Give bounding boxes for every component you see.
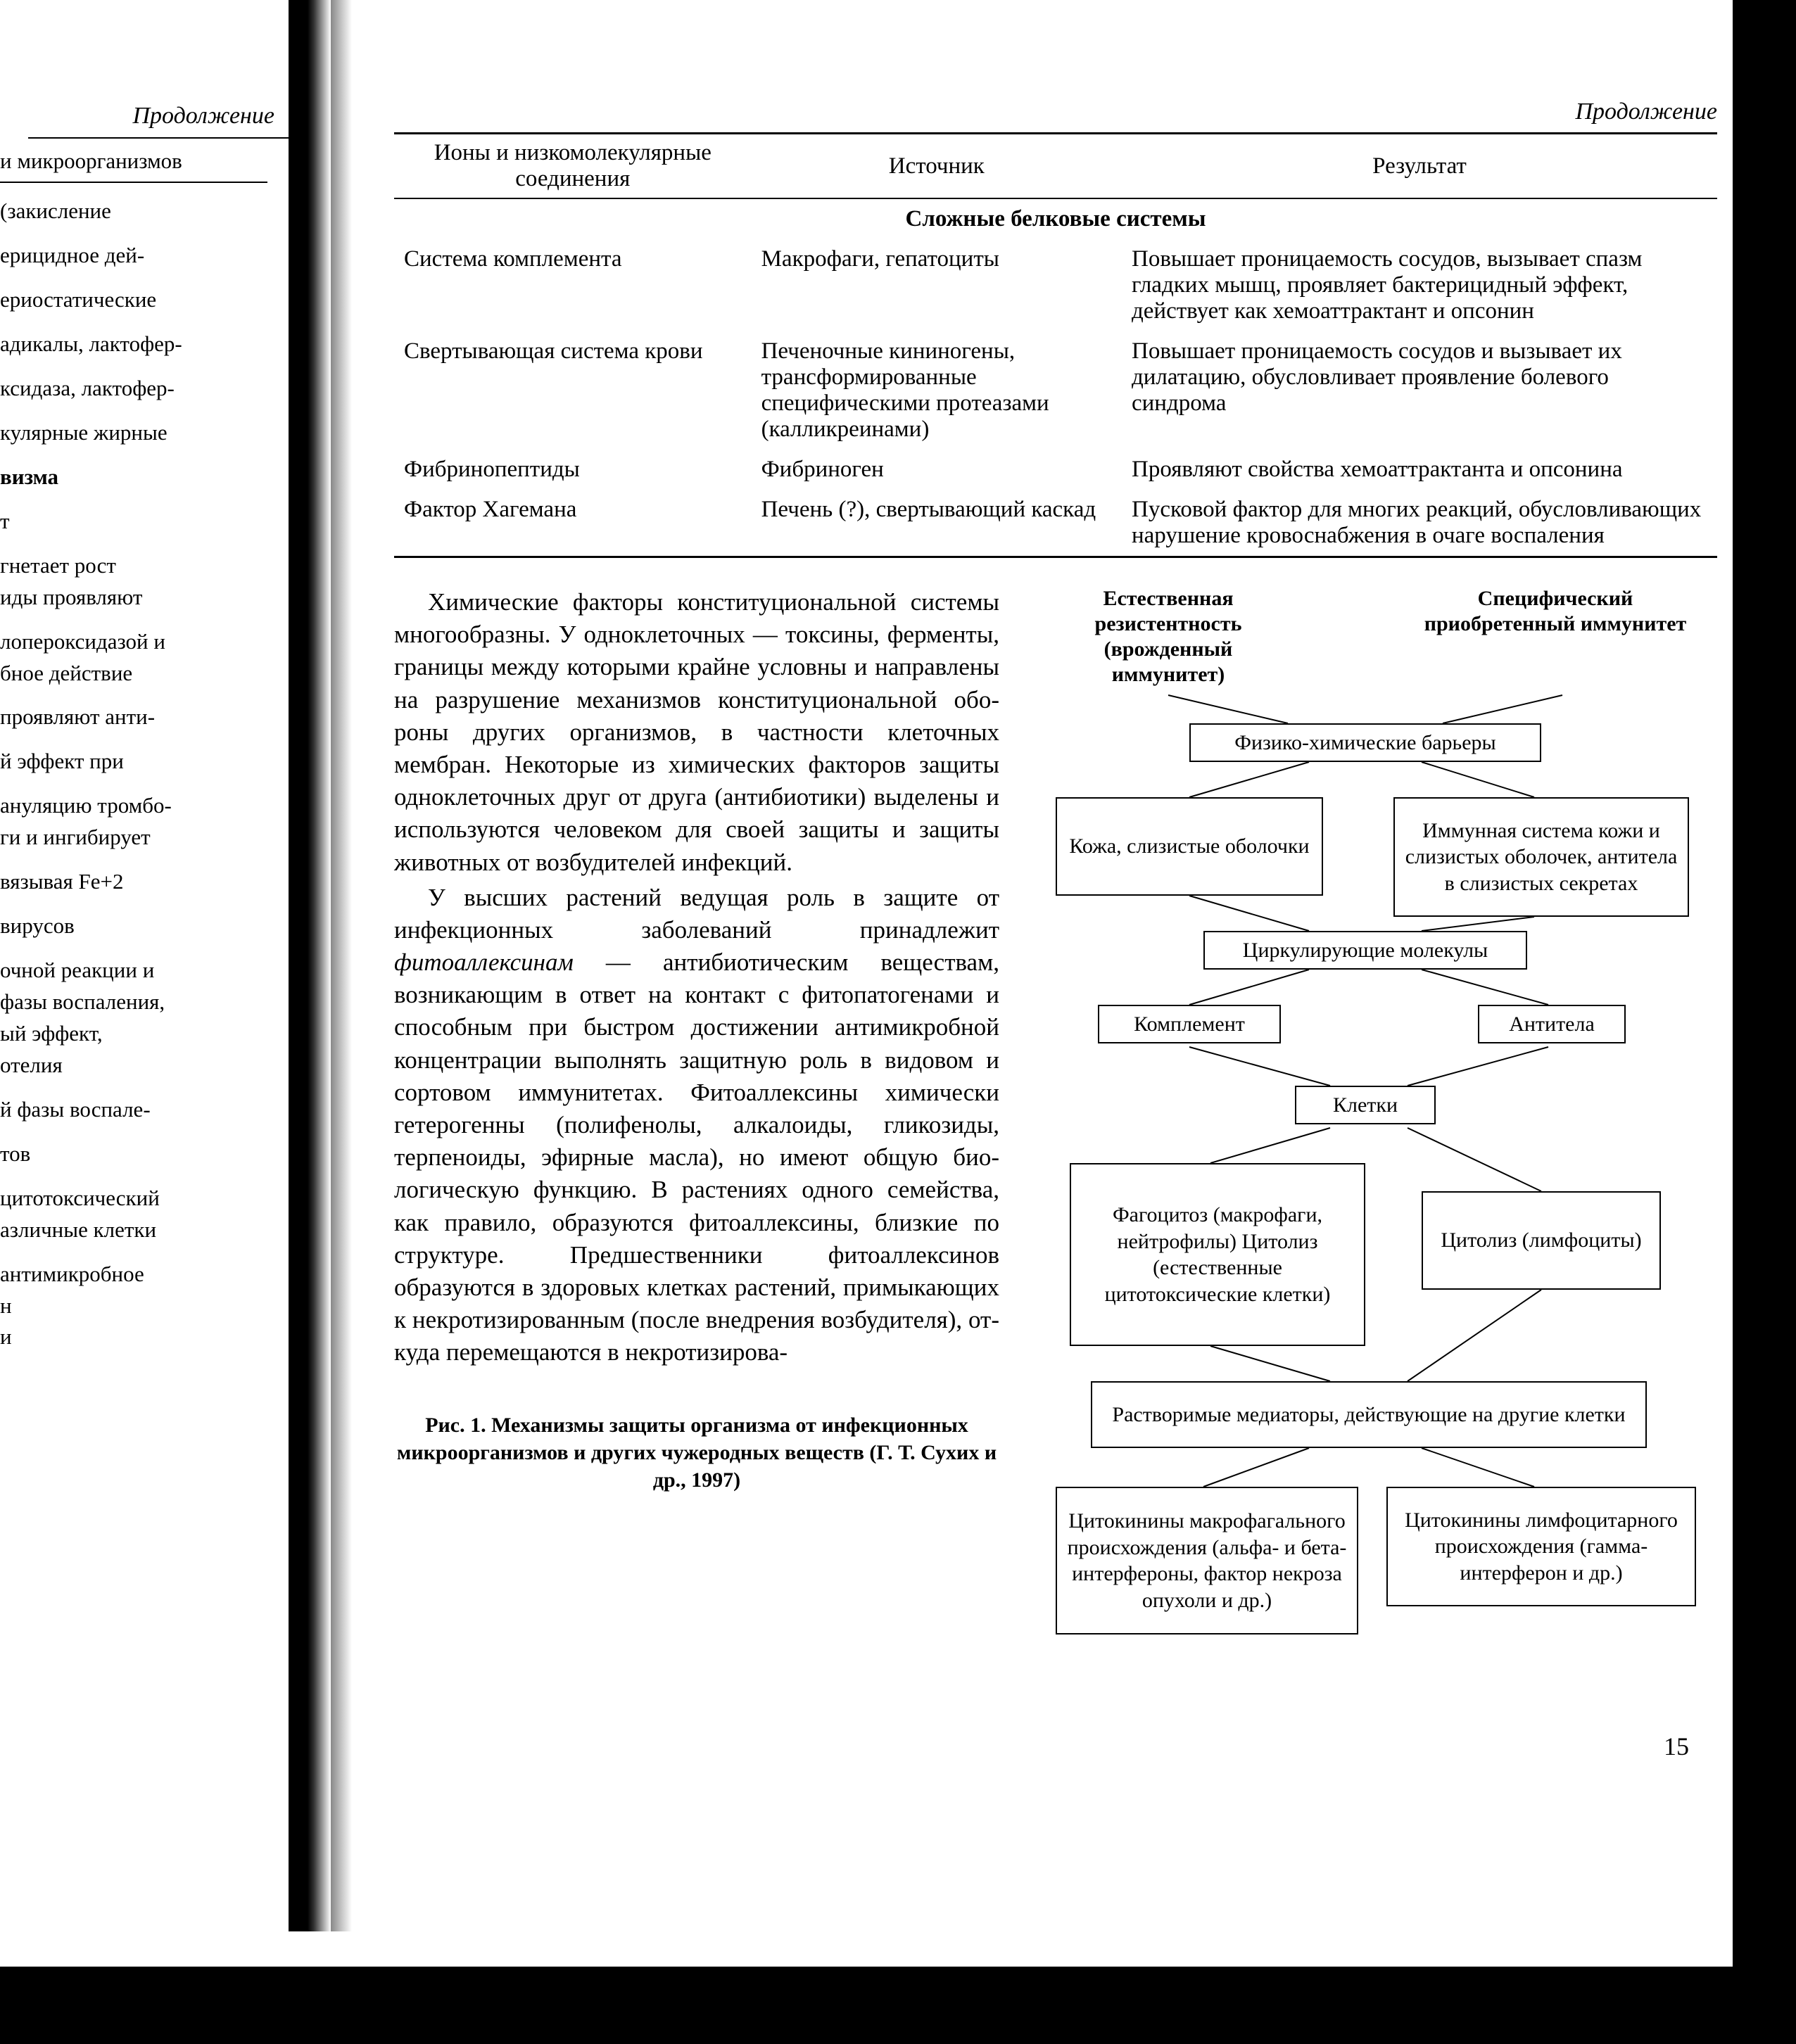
left-fragment: (закисление	[0, 196, 296, 227]
diag-row2-left: Кожа, слизистые оболочки	[1056, 797, 1323, 896]
left-fragment: т	[0, 506, 296, 538]
right-continuation: Продолжение	[394, 99, 1717, 125]
left-fragment: антимикробноени	[0, 1259, 296, 1354]
right-page: Продолжение Ионы и низкомолекулярные сое…	[394, 99, 1717, 1768]
table-cell: Фактор Хагемана	[394, 490, 752, 557]
table-cell: Фибринопептиды	[394, 450, 752, 490]
table-cell: Повышает проницаемость сосудов, вызывает…	[1122, 239, 1717, 331]
scan-edge-bottom	[0, 1967, 1796, 2044]
diag-row5: Клетки	[1295, 1086, 1436, 1124]
diag-row7: Растворимые медиаторы, действующие на др…	[1091, 1381, 1647, 1448]
table-row: ФибринопептидыФибриногенПроявляют свойст…	[394, 450, 1717, 490]
left-fragment: кулярные жирные	[0, 417, 296, 449]
th-source: Источник	[752, 134, 1122, 199]
table-cell: Макрофаги, гепатоциты	[752, 239, 1122, 331]
diag-hdr-left: Естественная резистентность (врожденный …	[1056, 586, 1281, 687]
left-fragment: лопероксидазой ибное действие	[0, 626, 296, 690]
diag-row8-left: Цитокинины макро­фагального происхож­ден…	[1056, 1487, 1358, 1634]
table-row: Система комплементаМакрофаги, гепатоциты…	[394, 239, 1717, 331]
diag-hdr-right: Специфический приобретенный иммунитет	[1422, 586, 1689, 637]
body-p2: У высших растений ведущая роль в защите …	[394, 882, 999, 1369]
left-fragment: цитотоксическийазличные клетки	[0, 1183, 296, 1246]
diag-row4-right: Антитела	[1478, 1005, 1626, 1043]
table-cell: Система комплемента	[394, 239, 752, 331]
left-fragment: ерицидное дей-	[0, 240, 296, 272]
table-cell: Свертывающая система крови	[394, 331, 752, 450]
diag-row8-right: Цитокинины лимфоци­тарного происхождения…	[1386, 1487, 1696, 1606]
table-cell: Печеночные кининоге­ны, трансформирован­…	[752, 331, 1122, 450]
compounds-table: Ионы и низкомолекулярные соединения Исто…	[394, 132, 1717, 558]
th-result: Результат	[1122, 134, 1717, 199]
table-section-title: Сложные белковые системы	[394, 198, 1717, 239]
left-fragment: адикалы, лактофер-	[0, 329, 296, 360]
left-fragment: ериостатические	[0, 284, 296, 316]
left-fragment: й эффект при	[0, 746, 296, 777]
defense-diagram: Естественная резистентность (врожденный …	[1027, 586, 1703, 1768]
body-p1: Химические факторы конституцио­нальной с…	[394, 586, 999, 879]
left-page-fragment: Продолжение и микроорганизмов (закислени…	[0, 99, 296, 1366]
left-header-frag: и микроорганизмов	[0, 146, 267, 183]
table-cell: Пусковой фактор для многих реакций, обус…	[1122, 490, 1717, 557]
left-fragment: вирусов	[0, 910, 296, 942]
left-fragment: гнетает ростиды проявляют	[0, 550, 296, 614]
table-row: Свертывающая система кровиПеченочные кин…	[394, 331, 1717, 450]
left-fragment: ксидаза, лактофер-	[0, 373, 296, 405]
scan-edge-right	[1733, 0, 1796, 2044]
table-cell: Повышает проницаемость сосудов и вызывае…	[1122, 331, 1717, 450]
italic-term: фитоаллексинам	[394, 948, 574, 976]
book-spine-edge	[331, 0, 352, 1931]
figure-caption: Рис. 1. Механизмы защиты организма от ин…	[394, 1411, 999, 1494]
left-fragment: тов	[0, 1138, 296, 1170]
body-text-column: Химические факторы конституцио­нальной с…	[394, 586, 999, 1768]
left-fragment: й фазы воспале-	[0, 1094, 296, 1126]
table-cell: Фибриноген	[752, 450, 1122, 490]
diag-row4-left: Комплемент	[1098, 1005, 1281, 1043]
page-number: 15	[1664, 1732, 1689, 1761]
table-cell: Проявляют свойства хемоаттрактанта и опс…	[1122, 450, 1717, 490]
diag-row3: Циркулирующие молекулы	[1203, 931, 1527, 970]
left-rule	[28, 137, 296, 139]
left-fragment: очной реакции ифазы воспаления,ый эффект…	[0, 955, 296, 1081]
diag-row1: Физико-химические барьеры	[1189, 723, 1541, 762]
table-cell: Печень (?), свертываю­щий каскад	[752, 490, 1122, 557]
left-fragment: ануляцию тромбо-ги и ингибирует	[0, 790, 296, 853]
left-fragment: вязывая Fe+2	[0, 866, 296, 898]
left-fragment: проявляют анти-	[0, 702, 296, 733]
diag-row6-right: Цитолиз (лимфоциты)	[1422, 1191, 1661, 1290]
left-continuation: Продолжение	[0, 99, 296, 133]
left-fragment: визма	[0, 462, 296, 493]
th-compound: Ионы и низкомолекулярные соединения	[394, 134, 752, 199]
diag-row6-left: Фагоцитоз (макрофаги, нейтрофилы) Цитоли…	[1070, 1163, 1365, 1346]
table-row: Фактор ХагеманаПечень (?), свертываю­щий…	[394, 490, 1717, 557]
diag-row2-right: Иммунная система кожи и слизистых оболоч…	[1393, 797, 1689, 917]
